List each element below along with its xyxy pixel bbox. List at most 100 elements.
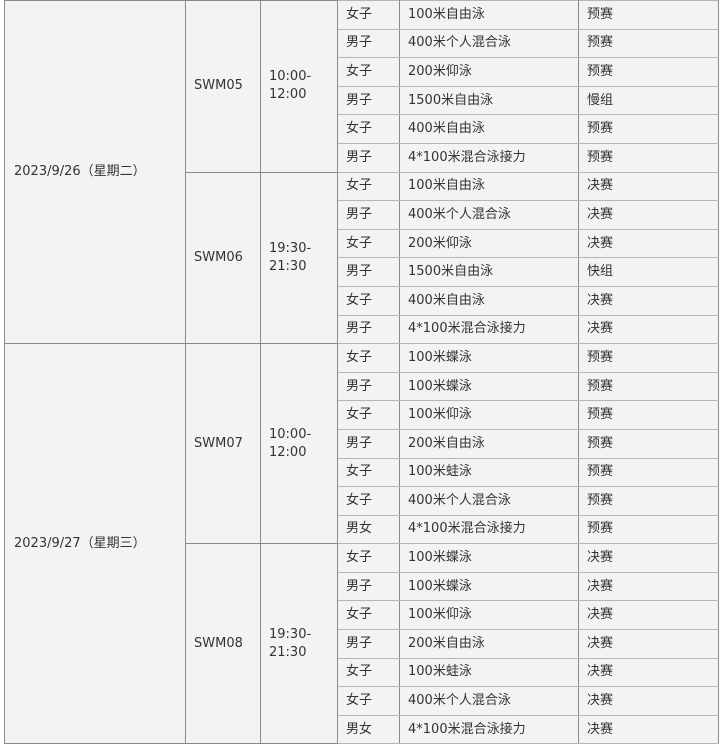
event-cell: 400米个人混合泳: [399, 200, 579, 230]
schedule-table: 2023/9/26（星期二） SWM05 10:00-12:00 女子 100米自由泳预…: [4, 0, 719, 745]
session-time-cell: 19:30-21:30: [260, 171, 338, 345]
table-row: 女子 400米自由泳 决赛: [5, 285, 719, 316]
gender-cell: 女子: [337, 686, 400, 716]
gender-cell: 女子: [337, 285, 400, 316]
stage-cell: 预赛: [578, 457, 719, 488]
gender-cell: 女子: [337, 343, 400, 373]
stage-cell: 决赛: [578, 543, 719, 573]
session-time-cell: 10:00-12:00: [260, 343, 338, 545]
table-row: 2023/9/27（星期三） SWM07 10:00-12:00 女子 100米蝶泳 预赛: [4, 343, 719, 745]
gender-cell: 女子: [337, 57, 400, 87]
gender-cell: 男子: [337, 314, 400, 345]
event-cell: 400米自由泳: [399, 114, 579, 144]
stage-cell: 预赛: [578, 400, 719, 430]
stage-cell: 快组: [578, 257, 719, 287]
session-code-cell: SWM05: [185, 0, 261, 173]
session-code-cell: SWM06: [185, 171, 261, 345]
event-cell: 4*100米混合泳接力: [399, 714, 579, 745]
session-time-cell: 10:00-12:00: [260, 0, 338, 173]
stage-cell: 预赛: [578, 486, 719, 516]
stage-cell: 预赛: [578, 514, 719, 545]
gender-cell: 男子: [337, 200, 400, 230]
gender-cell: 女子: [337, 600, 400, 631]
stage-cell: 预赛: [578, 371, 719, 402]
event-cell: 200米自由泳: [399, 428, 579, 459]
stage-cell: 决赛: [578, 314, 719, 345]
stage-cell: 决赛: [578, 200, 719, 230]
stage-cell: 决赛: [578, 228, 719, 259]
gender-cell: 男子: [337, 428, 400, 459]
table-row: 男子 200米自由泳 决赛: [5, 629, 719, 659]
gender-cell: 男子: [337, 371, 400, 402]
event-cell: 100米蝶泳: [399, 571, 579, 602]
table-row: 男子 4*100米混合泳接力 预赛: [5, 142, 719, 173]
gender-cell: 男子: [337, 28, 400, 59]
stage-cell: 预赛: [578, 0, 719, 30]
event-cell: 400米个人混合泳: [399, 28, 579, 59]
table-row: 男子 4*100米混合泳接力 决赛: [5, 314, 719, 345]
date-cell: 2023/9/27（星期三）: [4, 343, 186, 745]
table-row: 男子 400米个人混合泳 决赛: [5, 200, 719, 230]
table-row: 女子 200米仰泳 决赛: [5, 228, 719, 259]
gender-cell: 女子: [337, 457, 400, 488]
event-cell: 200米仰泳: [399, 57, 579, 87]
gender-cell: 女子: [337, 486, 400, 516]
gender-cell: 女子: [337, 171, 400, 202]
event-cell: 100米蝶泳: [399, 371, 579, 402]
event-cell: 1500米自由泳: [399, 257, 579, 287]
gender-cell: 男女: [337, 514, 400, 545]
gender-cell: 男子: [337, 142, 400, 173]
session-code-cell: SWM07: [185, 343, 261, 545]
gender-cell: 男子: [337, 257, 400, 287]
stage-cell: 决赛: [578, 657, 719, 688]
table-row: 2023/9/26（星期二） SWM05 10:00-12:00 女子 100米自由泳预…: [4, 0, 719, 345]
table-row: SWM06 19:30-21:30 女子 100米自由泳 决赛: [5, 171, 719, 345]
gender-cell: 女子: [337, 400, 400, 430]
event-cell: 4*100米混合泳接力: [399, 142, 579, 173]
stage-cell: 预赛: [578, 428, 719, 459]
event-cell: 200米自由泳: [399, 629, 579, 659]
gender-cell: 女子: [337, 543, 400, 573]
stage-cell: 决赛: [578, 714, 719, 745]
stage-cell: 预赛: [578, 28, 719, 59]
table-row: 男子 200米自由泳 预赛: [5, 428, 719, 459]
stage-cell: 决赛: [578, 285, 719, 316]
stage-cell: 预赛: [578, 142, 719, 173]
stage-cell: 预赛: [578, 57, 719, 87]
event-cell: 100米蛙泳: [399, 657, 579, 688]
table-row: 女子 100米仰泳 预赛: [5, 400, 719, 430]
table-row: 男子 1500米自由泳 慢组: [5, 85, 719, 116]
table-row: 男女 4*100米混合泳接力 预赛: [5, 514, 719, 545]
stage-cell: 决赛: [578, 600, 719, 631]
gender-cell: 男子: [337, 85, 400, 116]
event-cell: 4*100米混合泳接力: [399, 514, 579, 545]
gender-cell: 男子: [337, 571, 400, 602]
gender-cell: 女子: [337, 114, 400, 144]
table-row: 男女 4*100米混合泳接力 决赛: [5, 714, 719, 745]
gender-cell: 女子: [337, 657, 400, 688]
gender-cell: 女子: [337, 0, 400, 30]
event-cell: 100米仰泳: [399, 400, 579, 430]
event-cell: 100米蛙泳: [399, 457, 579, 488]
session-code-cell: SWM08: [185, 543, 261, 745]
date-cell: 2023/9/26（星期二）: [4, 0, 186, 345]
event-cell: 100米自由泳: [399, 0, 579, 30]
stage-cell: 决赛: [578, 571, 719, 602]
event-cell: 1500米自由泳: [399, 85, 579, 116]
table-row: 女子 100米蛙泳 预赛: [5, 457, 719, 488]
table-row: SWM08 19:30-21:30 女子 100米蝶泳 决赛: [5, 543, 719, 745]
event-cell: 100米自由泳: [399, 171, 579, 202]
event-cell: 100米蝶泳: [399, 543, 579, 573]
table-row: 男子 400米个人混合泳 预赛: [5, 28, 719, 59]
gender-cell: 男子: [337, 629, 400, 659]
stage-cell: 决赛: [578, 629, 719, 659]
table-row: 女子 400米个人混合泳 预赛: [5, 486, 719, 516]
table-row: 男子 100米蝶泳 决赛: [5, 571, 719, 602]
event-cell: 100米蝶泳: [399, 343, 579, 373]
event-cell: 400米自由泳: [399, 285, 579, 316]
table-row: 女子 400米自由泳 预赛: [5, 114, 719, 144]
table-row: 女子 200米仰泳 预赛: [5, 57, 719, 87]
session-time-cell: 19:30-21:30: [260, 543, 338, 745]
event-cell: 400米个人混合泳: [399, 686, 579, 716]
event-cell: 200米仰泳: [399, 228, 579, 259]
